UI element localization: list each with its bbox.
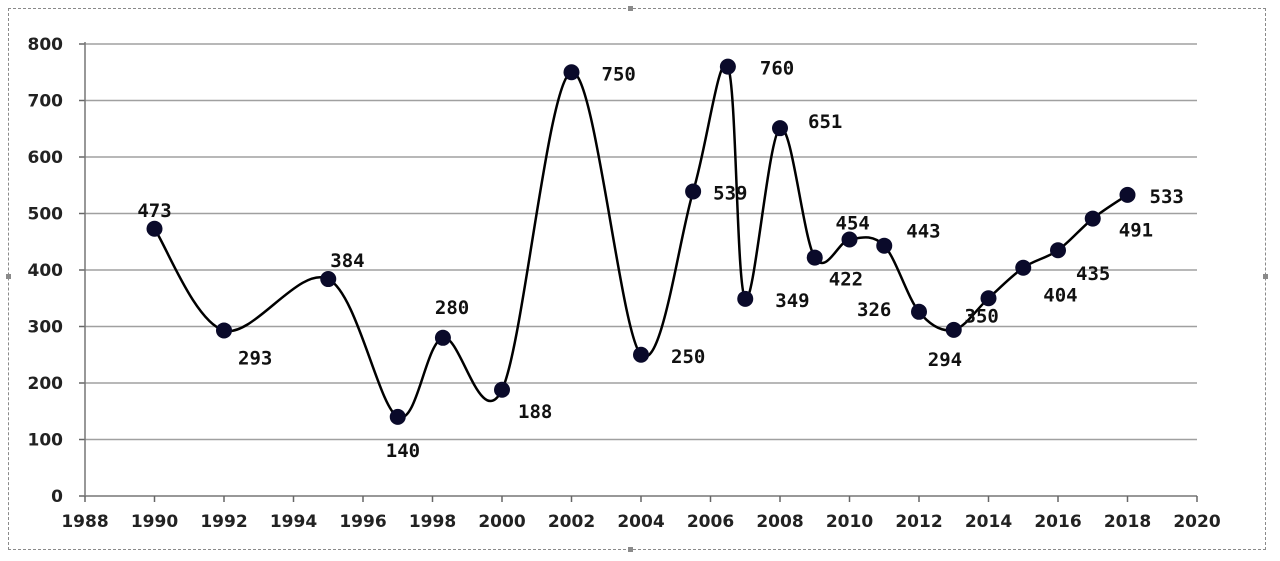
data-point: [980, 290, 997, 307]
data-point: [216, 322, 232, 339]
data-label: 326: [857, 299, 891, 321]
x-tick-label: 1998: [409, 512, 456, 532]
data-point: [685, 183, 702, 200]
data-point: [146, 220, 163, 237]
x-tick-label: 2008: [756, 512, 803, 532]
axes: 0 100 200 300 400 500 600 700 800 1988 1990 1992 199…: [28, 35, 1221, 532]
data-labels: 473 293 384 140 280 188 750 250 539 760 349 651 422 4…: [137, 58, 1183, 462]
x-tick-label: 1994: [270, 512, 317, 532]
data-markers: [146, 58, 1136, 425]
resize-handle-right[interactable]: [1263, 274, 1268, 279]
series-line: [153, 63, 1129, 419]
x-tick-label: 2012: [895, 512, 942, 532]
y-tick-label: 100: [28, 431, 64, 451]
resize-handle-bottom[interactable]: [628, 547, 633, 552]
data-label: 760: [760, 58, 794, 80]
data-label: 435: [1076, 263, 1110, 285]
resize-handle-left[interactable]: [6, 274, 11, 279]
data-label: 750: [602, 63, 636, 85]
y-tick-label: 200: [28, 374, 64, 394]
chart-frame: [6, 6, 1268, 552]
data-label: 384: [330, 250, 364, 272]
data-point: [806, 249, 823, 266]
y-tick-label: 600: [28, 148, 64, 168]
data-point: [1015, 259, 1032, 276]
x-tick-label: 2010: [826, 512, 873, 532]
y-tick-label: 300: [28, 318, 64, 338]
data-label: 473: [137, 200, 171, 222]
data-label: 294: [928, 349, 962, 371]
data-label: 404: [1043, 285, 1077, 307]
y-tick-label: 400: [28, 261, 64, 281]
data-point: [633, 346, 649, 363]
data-point: [1119, 186, 1136, 203]
data-point: [876, 237, 893, 254]
data-point: [563, 64, 580, 81]
data-label: 188: [518, 401, 552, 423]
x-tick-label: 1992: [200, 512, 247, 532]
y-tick-label: 800: [28, 35, 64, 55]
x-tick-label: 1996: [339, 512, 386, 532]
data-point: [772, 120, 788, 137]
data-label: 140: [386, 440, 420, 462]
y-tick-label: 0: [51, 487, 63, 507]
data-label: 454: [836, 212, 870, 234]
x-tick-label: 2000: [478, 512, 525, 532]
x-tick-label: 2018: [1104, 512, 1151, 532]
x-tick-label: 2002: [548, 512, 595, 532]
y-tick-label: 700: [28, 92, 64, 112]
x-tick-label: 2006: [687, 512, 734, 532]
data-point: [320, 271, 337, 288]
data-label: 491: [1119, 220, 1153, 242]
resize-handle-top[interactable]: [628, 6, 633, 11]
gridlines: [85, 43, 1197, 441]
data-label: 250: [671, 346, 705, 368]
data-point: [945, 321, 962, 338]
data-point: [434, 329, 451, 346]
data-point: [494, 381, 510, 398]
data-point: [737, 290, 754, 307]
x-tick-label: 2016: [1034, 512, 1081, 532]
data-label: 293: [238, 347, 272, 369]
y-tick-label: 500: [28, 205, 64, 225]
data-label: 350: [965, 305, 999, 327]
data-label: 539: [713, 182, 747, 204]
data-point: [1084, 210, 1101, 227]
data-label: 533: [1150, 186, 1184, 208]
data-point: [1050, 242, 1066, 259]
data-label: 651: [808, 111, 842, 133]
data-point: [841, 231, 858, 248]
data-point: [389, 408, 406, 425]
x-tick-label: 2004: [617, 512, 664, 532]
x-tick-label: 1990: [131, 512, 178, 532]
data-point: [911, 303, 927, 320]
x-tick-label: 1988: [61, 512, 108, 532]
data-label: 443: [906, 221, 940, 243]
data-label: 349: [775, 290, 809, 312]
data-point: [719, 58, 736, 75]
data-label: 422: [829, 269, 863, 291]
x-tick-label: 2020: [1173, 512, 1220, 532]
data-label: 280: [435, 297, 469, 319]
x-tick-label: 2014: [965, 512, 1012, 532]
series-line-group: [153, 63, 1129, 419]
